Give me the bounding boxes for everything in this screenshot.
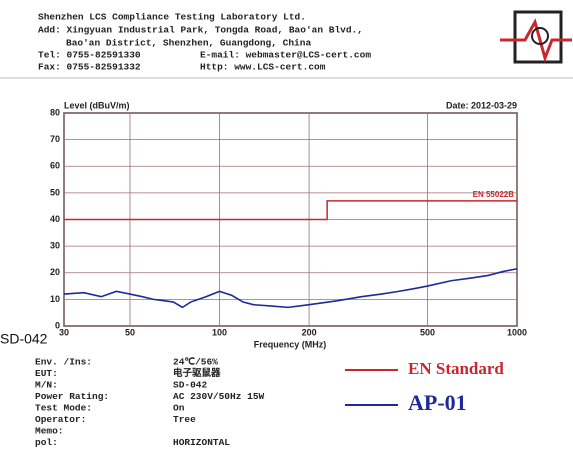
- x-axis-label: Frequency (MHz): [254, 339, 327, 349]
- x-tick-label: 30: [59, 327, 69, 337]
- info-label: Operator:: [35, 414, 86, 425]
- info-value: On: [173, 403, 185, 414]
- x-tick-label: 200: [302, 327, 317, 337]
- series-line: [63, 267, 518, 309]
- info-label: Power Rating:: [35, 391, 109, 402]
- y-tick-label: 40: [50, 214, 60, 224]
- info-label: Test Mode:: [35, 403, 92, 414]
- y-tick-label: 10: [50, 294, 60, 304]
- y-tick-label: 50: [50, 187, 60, 197]
- info-value: HORIZONTAL: [173, 437, 230, 448]
- y-tick-label: 80: [50, 107, 60, 117]
- info-value: 电子驱鼠器: [173, 367, 221, 379]
- x-tick-label: 500: [420, 327, 435, 337]
- info-label: EUT:: [35, 368, 58, 379]
- info-label: M/N:: [35, 380, 58, 391]
- info-label: Memo:: [35, 426, 64, 437]
- legend-entry: EN Standard: [408, 359, 504, 378]
- info-value: Tree: [173, 414, 196, 425]
- y-tick-label: 20: [50, 267, 60, 277]
- y-axis-label: Level (dBuV/m): [64, 100, 130, 110]
- tel: Tel: 0755-82591330: [38, 50, 141, 61]
- info-label: Env. /Ins:: [35, 357, 92, 368]
- y-tick-label: 0: [55, 320, 60, 330]
- legend-entry: AP-01: [408, 390, 467, 415]
- info-value: AC 230V/50Hz 15W: [173, 391, 265, 402]
- x-tick-label: 100: [212, 327, 227, 337]
- x-tick-label: 50: [125, 327, 135, 337]
- series-line: [64, 200, 517, 221]
- date: Date: 2012-03-29: [446, 100, 517, 110]
- address: Add: Xingyuan Industrial Park, Tongda Ro…: [38, 25, 363, 36]
- info-value: SD-042: [173, 380, 208, 391]
- info-label: pol:: [35, 437, 58, 448]
- annotation: EN 55022B: [473, 190, 515, 199]
- info-value: 24℃/56%: [173, 357, 218, 368]
- stray-label: SD-042: [0, 331, 48, 347]
- x-tick-label: 1000: [507, 327, 527, 337]
- address: Bao'an District, Shenzhen, Guangdong, Ch…: [66, 38, 311, 49]
- http: Http: www.LCS-cert.com: [200, 62, 326, 73]
- logo: [500, 10, 572, 64]
- company: Shenzhen LCS Compliance Testing Laborato…: [38, 12, 306, 23]
- y-tick-label: 60: [50, 161, 60, 171]
- y-tick-label: 30: [50, 241, 60, 251]
- y-tick-label: 70: [50, 134, 60, 144]
- email: E-mail: webmaster@LCS-cert.com: [200, 50, 371, 61]
- fax: Fax: 0755-82591332: [38, 62, 141, 73]
